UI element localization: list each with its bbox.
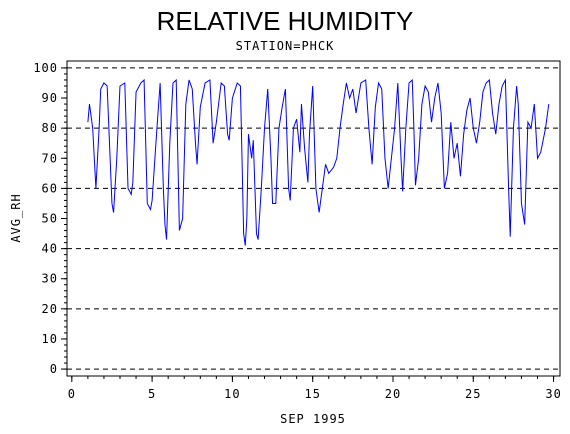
x-tick-label: 15 [304, 387, 320, 401]
x-tick-label: 10 [224, 387, 240, 401]
y-tick-label: 60 [42, 181, 58, 195]
x-tick-label: 20 [385, 387, 401, 401]
y-tick-label: 10 [42, 332, 58, 346]
y-tick-label: 20 [42, 302, 58, 316]
x-axis-label: SEP 1995 [280, 412, 346, 426]
x-tick-label: 25 [465, 387, 481, 401]
y-tick-label: 30 [42, 272, 58, 286]
y-tick-label: 100 [33, 61, 58, 75]
data-line [87, 78, 550, 246]
y-tick-label: 80 [42, 121, 58, 135]
y-tick-label: 70 [42, 151, 58, 165]
x-tick-label: 30 [545, 387, 561, 401]
y-tick-label: 0 [50, 362, 58, 376]
y-tick-label: 90 [42, 91, 58, 105]
chart-title: RELATIVE HUMIDITY [157, 6, 414, 36]
x-tick-label: 5 [148, 387, 156, 401]
y-axis-label: AVG_RH [9, 193, 23, 242]
y-tick-label: 50 [42, 212, 58, 226]
x-tick-label: 0 [68, 387, 76, 401]
chart-subtitle: STATION=PHCK [236, 39, 335, 53]
y-tick-label: 40 [42, 242, 58, 256]
